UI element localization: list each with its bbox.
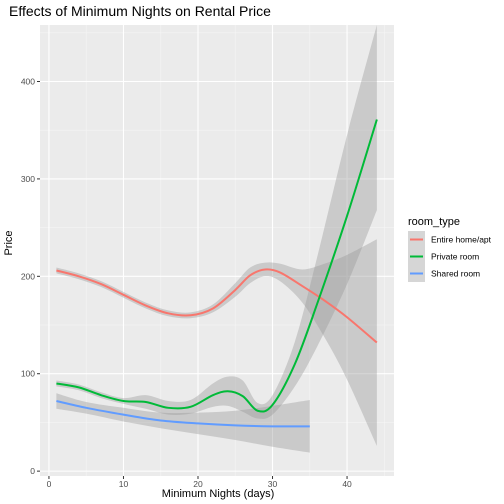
y-tick-label: 0 — [30, 466, 35, 476]
x-tick-label: 10 — [119, 479, 129, 489]
series-line-2 — [56, 400, 310, 428]
y-tick-label: 100 — [21, 369, 35, 379]
series-line-0 — [56, 268, 378, 344]
y-tick-label: 200 — [21, 271, 35, 281]
y-axis-title: Price — [3, 230, 15, 255]
x-tick-label: 30 — [268, 479, 278, 489]
y-tick-label: 300 — [21, 174, 35, 184]
chart-title: Effects of Minimum Nights on Rental Pric… — [9, 3, 271, 19]
ci-ribbon-0 — [56, 239, 377, 446]
legend-title: room_type — [408, 216, 460, 228]
series-line-1 — [56, 119, 378, 413]
series-lines — [56, 119, 378, 428]
y-tick-label: 400 — [21, 76, 35, 86]
major-gridlines — [40, 25, 394, 476]
legend: room_type Entire home/apt Private room Sha… — [408, 216, 492, 282]
minor-gridlines — [40, 25, 394, 476]
x-axis-title: Minimum Nights (days) — [162, 488, 274, 500]
x-axis: 0 10 20 30 40 — [47, 476, 352, 489]
x-tick-label: 40 — [342, 479, 352, 489]
legend-label-2: Shared room — [431, 269, 480, 279]
x-tick-label: 20 — [193, 479, 203, 489]
legend-label-0: Entire home/apt — [431, 235, 492, 245]
y-axis: 0 100 200 300 400 — [21, 76, 40, 476]
x-tick-label: 0 — [47, 479, 52, 489]
legend-label-1: Private room — [431, 252, 479, 262]
